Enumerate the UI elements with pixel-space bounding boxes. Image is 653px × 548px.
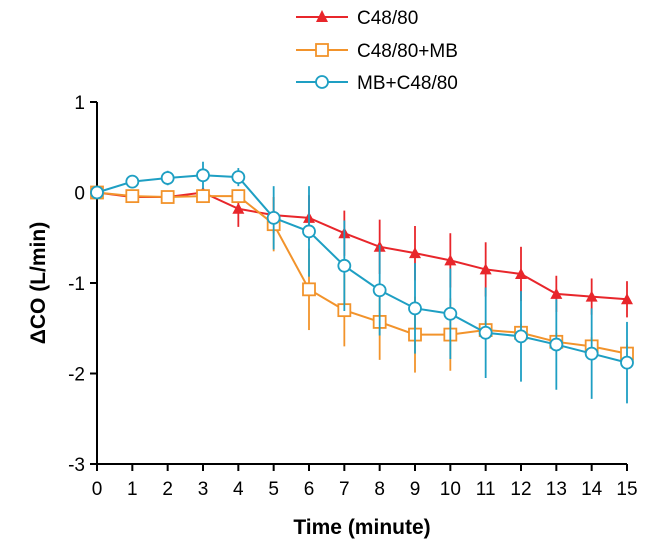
x-tick-label: 7 [339, 479, 350, 500]
data-point [479, 263, 492, 275]
data-point [515, 267, 527, 279]
data-point [196, 189, 210, 204]
y-tick-label: -2 [68, 365, 85, 386]
data-point [443, 306, 458, 321]
y-axis-title: ΔCO (L/min) [27, 222, 50, 344]
x-tick-label: 12 [510, 479, 531, 500]
data-point [231, 189, 246, 204]
legend: C48/80 C48/80+MB MB+C48/80 [296, 8, 458, 94]
data-point [409, 247, 421, 259]
data-point [585, 290, 598, 302]
data-point [584, 346, 599, 361]
data-point [549, 337, 564, 352]
x-tick-label: 4 [233, 479, 244, 500]
y-ticks: 1 0 -1 -2 -3 [68, 93, 97, 476]
data-point [408, 301, 422, 316]
x-tick-label: 11 [476, 479, 496, 500]
data-point [196, 168, 210, 183]
y-tick-label: 0 [74, 184, 85, 205]
x-tick-label: 6 [304, 479, 315, 500]
legend-marker-c48-80-mb [315, 43, 329, 57]
data-point [337, 258, 352, 273]
axes [96, 102, 627, 465]
y-tick-label: -1 [68, 274, 85, 295]
data-point [232, 202, 245, 214]
legend-item-c48-80: C48/80 [296, 8, 418, 29]
data-point [372, 283, 387, 298]
x-tick-label: 0 [92, 479, 103, 500]
x-tick-label: 8 [374, 479, 385, 500]
data-point [302, 224, 316, 239]
data-point [125, 189, 140, 204]
legend-label-mb-c48-80: MB+C48/80 [357, 73, 458, 94]
x-tick-label: 15 [616, 479, 637, 500]
data-point [231, 170, 246, 185]
legend-item-mb-c48-80: MB+C48/80 [296, 73, 458, 94]
legend-marker-mb-c48-80 [315, 75, 329, 89]
x-tick-label: 3 [198, 479, 209, 500]
x-tick-label: 9 [410, 479, 421, 500]
x-tick-label: 5 [268, 479, 279, 500]
series-line-c48-80-mb [96, 191, 628, 355]
legend-label-c48-80: C48/80 [357, 8, 418, 29]
series-line-c48-80 [96, 191, 628, 301]
data-point [621, 293, 633, 305]
data-point [160, 190, 175, 204]
data-point [478, 325, 493, 340]
series-line-mb-c48-80 [96, 174, 628, 364]
data-point [266, 210, 281, 225]
data-point [125, 174, 140, 189]
x-ticks: 0 1 2 3 4 5 6 7 8 9 10 11 12 13 14 15 [92, 464, 638, 500]
data-point [620, 355, 634, 370]
legend-marker-c48-80 [316, 10, 328, 22]
legend-label-c48-80-mb: C48/80+MB [357, 41, 458, 62]
data-point [514, 329, 528, 344]
legend-item-c48-80-mb: C48/80+MB [296, 41, 458, 62]
data-point [160, 171, 175, 185]
data-point [302, 282, 316, 297]
x-tick-label: 10 [440, 479, 461, 500]
x-tick-label: 1 [127, 479, 138, 500]
data-point [444, 254, 457, 266]
data-point [550, 287, 563, 299]
series-c48-80 [91, 186, 633, 318]
x-tick-label: 13 [546, 479, 567, 500]
x-axis-title: Time (minute) [293, 516, 430, 539]
data-point [90, 185, 104, 200]
y-tick-label: -3 [68, 455, 85, 476]
series-mb-c48-80 [90, 161, 634, 404]
series-layer [90, 161, 634, 404]
y-tick-label: 1 [74, 93, 85, 114]
x-tick-label: 14 [581, 479, 603, 500]
x-tick-label: 2 [162, 479, 173, 500]
